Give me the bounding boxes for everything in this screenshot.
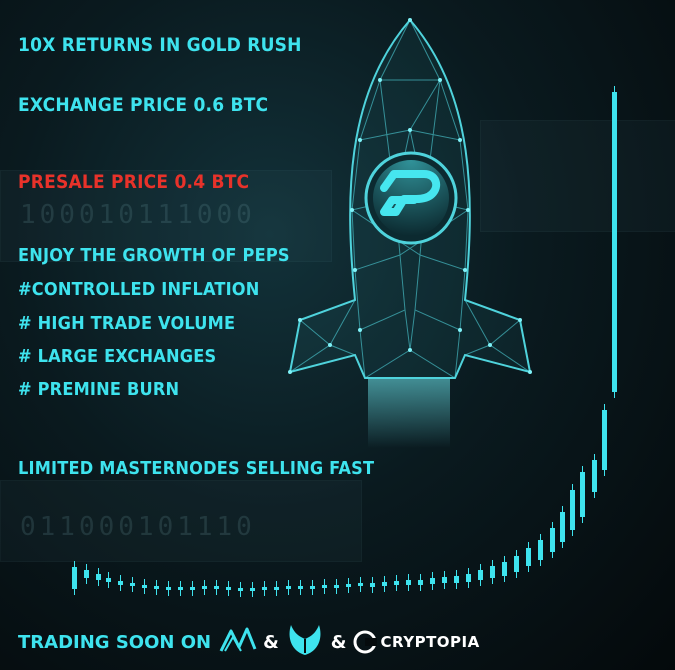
trading-soon-label: TRADING SOON ON — [18, 631, 212, 653]
candle-body — [214, 586, 219, 589]
background-panel — [480, 120, 675, 232]
candle-body — [250, 588, 255, 591]
candle-body — [406, 580, 411, 585]
feature-item: # HIGH TRADE VOLUME — [18, 313, 236, 334]
headline: 10X RETURNS IN GOLD RUSH — [18, 34, 302, 56]
candle-body — [334, 585, 339, 588]
candle-body — [154, 586, 159, 589]
candle-body — [346, 584, 351, 587]
candle-body — [322, 585, 327, 588]
feature-item: ENJOY THE GROWTH OF PEPS — [18, 245, 290, 266]
candle-body — [550, 528, 555, 552]
candle-body — [454, 576, 459, 583]
candle-body — [580, 472, 585, 517]
candle-body — [490, 566, 495, 578]
candle-body — [84, 570, 89, 578]
candle-body — [526, 548, 531, 566]
ampersand: & — [263, 631, 279, 653]
candle-body — [570, 490, 575, 530]
candle-body — [370, 583, 375, 587]
candle-body — [178, 587, 183, 590]
altex-logo-icon — [219, 625, 257, 659]
candle-body — [310, 586, 315, 589]
candle-body — [262, 587, 267, 590]
cryptopia-logo-icon: CRYPTOPIA — [352, 629, 479, 655]
candle-body — [274, 587, 279, 590]
phoenix-bird-icon — [285, 623, 325, 661]
candle-body — [538, 540, 543, 560]
candle-body — [466, 574, 471, 582]
candle-body — [478, 570, 483, 580]
candle-body — [394, 581, 399, 585]
candle-body — [442, 577, 447, 583]
candle-body — [72, 567, 77, 589]
candle-body — [118, 581, 123, 585]
background-binary: 011000101110 — [20, 512, 256, 542]
background-panel — [0, 170, 332, 262]
peps-coin-logo — [380, 170, 441, 216]
candle-body — [382, 582, 387, 586]
feature-item: # LARGE EXCHANGES — [18, 346, 217, 367]
candle-body — [418, 580, 423, 585]
candle-body — [96, 574, 101, 580]
feature-item: # PREMINE BURN — [18, 379, 180, 400]
candle-body — [358, 583, 363, 586]
candle-body — [560, 512, 565, 542]
candle-body — [202, 586, 207, 589]
candle-body — [286, 586, 291, 589]
candle-body — [298, 586, 303, 589]
candle-body — [592, 460, 597, 492]
candle-body — [514, 556, 519, 572]
candle-body — [226, 587, 231, 590]
candle-body — [430, 578, 435, 584]
footer: TRADING SOON ON & & CRYPTOPIA — [18, 625, 480, 659]
candle-body — [142, 585, 147, 588]
candle-body — [238, 588, 243, 591]
candle-body — [502, 562, 507, 576]
candle-body — [106, 578, 111, 582]
candle-body — [612, 92, 617, 392]
background-panel — [0, 480, 362, 562]
exchange-price: EXCHANGE PRICE 0.6 BTC — [18, 94, 269, 116]
background-binary: 100010111000 — [20, 200, 256, 230]
feature-item: #CONTROLLED INFLATION — [18, 279, 260, 300]
cryptopia-wordmark: CRYPTOPIA — [380, 633, 480, 651]
candle-body — [130, 583, 135, 586]
ampersand: & — [330, 631, 347, 653]
presale-price: PRESALE PRICE 0.4 BTC — [18, 171, 250, 193]
candle-body — [166, 587, 171, 590]
masternodes-notice: LIMITED MASTERNODES SELLING FAST — [18, 458, 375, 479]
candle-body — [602, 410, 607, 470]
candle-body — [190, 587, 195, 590]
